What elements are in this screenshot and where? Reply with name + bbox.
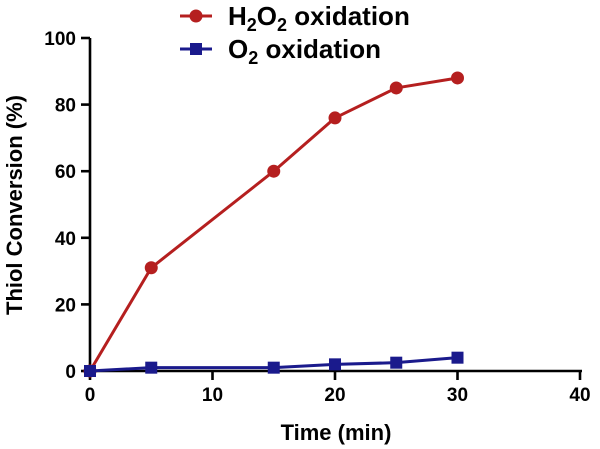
y-axis-title: Thiol Conversion (%): [2, 95, 27, 315]
data-point: [84, 365, 96, 377]
data-point: [267, 361, 280, 374]
data-point: [145, 361, 158, 374]
data-point: [390, 356, 403, 369]
legend-entry-o2: O2 oxidation: [180, 34, 381, 68]
y-tick-label: 60: [55, 162, 76, 183]
data-point: [451, 351, 464, 364]
data-point: [144, 261, 158, 275]
series-0: [83, 71, 464, 378]
x-tick-label: 10: [202, 385, 223, 406]
data-point: [389, 81, 403, 95]
data-point: [328, 111, 342, 125]
x-tick-label: 30: [447, 385, 468, 406]
x-tick-label: 0: [85, 385, 96, 406]
x-axis-title: Time (min): [281, 420, 392, 445]
x-tick-label: 40: [569, 385, 590, 406]
legend: H2O2 oxidation O2 oxidation: [180, 1, 410, 68]
legend-entry-h2o2: H2O2 oxidation: [180, 1, 410, 35]
series-group: [83, 71, 464, 378]
series-1: [84, 351, 464, 377]
series-line: [89, 356, 458, 373]
y-tick-label: 20: [55, 295, 76, 316]
data-point: [267, 164, 281, 178]
y-tick-label: 80: [55, 96, 76, 117]
y-tick-label: 40: [55, 229, 76, 250]
axes: [88, 38, 582, 373]
x-tick-label: 20: [324, 385, 345, 406]
legend-marker-o2: [190, 43, 202, 55]
data-point: [451, 71, 464, 85]
data-point: [329, 358, 341, 371]
legend-label-h2o2: H2O2 oxidation: [228, 1, 410, 35]
ticks: 0 10 20 30 40 0 20 40 60 80 100: [44, 29, 590, 406]
legend-label-o2: O2 oxidation: [228, 34, 381, 68]
legend-marker-h2o2: [189, 9, 203, 23]
y-tick-label: 100: [44, 29, 76, 50]
y-tick-label: 0: [65, 362, 76, 383]
series-line: [88, 76, 458, 372]
